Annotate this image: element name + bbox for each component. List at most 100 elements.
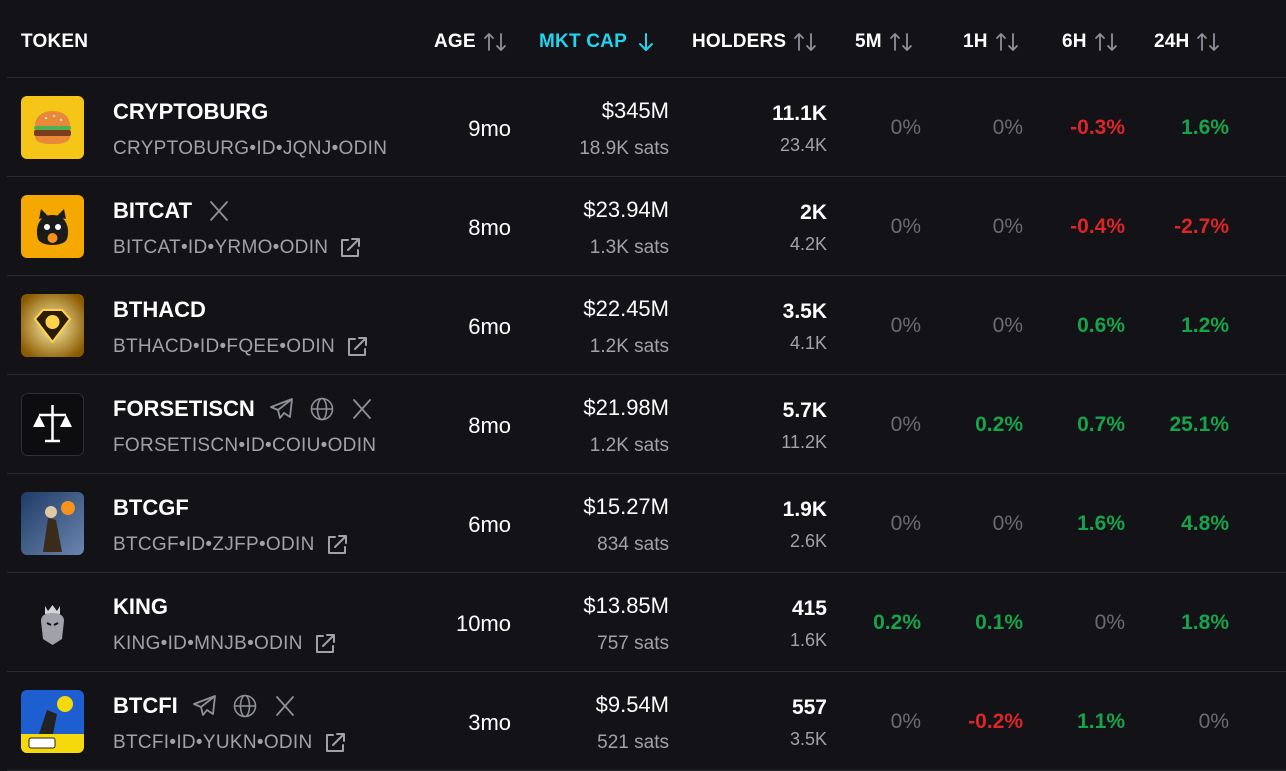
change-24h: 1.8% xyxy=(1181,611,1229,634)
external-link-icon[interactable] xyxy=(338,236,362,260)
token-name-line: CRYPTOBURG xyxy=(113,98,268,126)
sort-icon[interactable] xyxy=(994,30,1020,54)
token-name-line: FORSETISCN xyxy=(113,395,375,423)
change-6h: 1.1% xyxy=(1077,710,1125,733)
col-token-header: TOKEN xyxy=(21,30,88,54)
change-1h: 0% xyxy=(992,314,1023,337)
sort-icon[interactable] xyxy=(888,30,914,54)
table-row[interactable]: BTHACD BTHACD•ID•FQEE•ODIN 6mo $22.45M 1.2K … xyxy=(7,276,1286,375)
col-mktcap-header[interactable]: MKT CAP xyxy=(539,30,659,54)
col-6h-header[interactable]: 6H xyxy=(1062,30,1119,54)
sort-icon[interactable] xyxy=(1195,30,1221,54)
sort-desc-icon[interactable] xyxy=(633,30,659,54)
token-id-line: FORSETISCN•ID•COIU•ODIN xyxy=(113,433,376,459)
token-age: 8mo xyxy=(468,215,511,240)
change-6h: -0.4% xyxy=(1070,215,1125,238)
token-name[interactable]: BITCAT xyxy=(113,198,193,223)
market-cap-sats: 18.9K sats xyxy=(579,138,669,159)
token-name[interactable]: FORSETISCN xyxy=(113,396,255,421)
change-24h: 25.1% xyxy=(1169,413,1229,436)
table-row[interactable]: KING KING•ID•MNJB•ODIN 10mo $13.85M 757 sats… xyxy=(7,573,1286,672)
token-logo xyxy=(21,393,84,456)
holders-secondary: 4.1K xyxy=(789,333,827,353)
token-id-line: BTCFI•ID•YUKN•ODIN xyxy=(113,730,347,756)
table-row[interactable]: FORSETISCN FORSETISCN•ID•COIU•ODIN 8mo $21.… xyxy=(7,375,1286,474)
table-row[interactable]: BTCFI BTCFI•ID•YUKN•ODIN 3mo $9.54M 521 sats… xyxy=(7,672,1286,771)
change-6h: 0% xyxy=(1094,611,1125,634)
market-cap-usd: $13.85M xyxy=(583,593,669,618)
token-name[interactable]: BTCFI xyxy=(113,693,178,718)
external-link-icon[interactable] xyxy=(325,533,349,557)
token-table: TOKEN AGE MKT CAP HOLDERS 5M 1H 6H 24H C… xyxy=(7,0,1286,771)
table-row[interactable]: BTCGF BTCGF•ID•ZJFP•ODIN 6mo $15.27M 834 sat… xyxy=(7,474,1286,573)
sort-icon[interactable] xyxy=(792,30,818,54)
token-name[interactable]: KING xyxy=(113,594,168,619)
globe-icon[interactable] xyxy=(232,693,258,719)
col-24h-header[interactable]: 24H xyxy=(1154,30,1221,54)
market-cap-sats: 757 sats xyxy=(597,633,669,654)
holders-count: 1.9K xyxy=(782,498,827,521)
telegram-icon[interactable] xyxy=(192,693,218,719)
x-icon[interactable] xyxy=(349,396,375,422)
change-5m: 0% xyxy=(890,314,921,337)
token-name[interactable]: BTHACD xyxy=(113,297,206,322)
table-row[interactable]: BITCAT BITCAT•ID•YRMO•ODIN 8mo $23.94M 1.3K … xyxy=(7,177,1286,276)
token-id: BTCFI•ID•YUKN•ODIN xyxy=(113,732,313,753)
token-id-line: CRYPTOBURG•ID•JQNJ•ODIN xyxy=(113,136,387,162)
external-link-icon[interactable] xyxy=(323,731,347,755)
external-link-icon[interactable] xyxy=(313,632,337,656)
token-logo xyxy=(21,690,84,753)
holders-count: 5.7K xyxy=(782,399,827,422)
col-24h-label: 24H xyxy=(1154,31,1190,52)
x-icon[interactable] xyxy=(272,693,298,719)
change-1h: 0% xyxy=(992,215,1023,238)
col-age-header[interactable]: AGE xyxy=(434,30,508,54)
token-name-line: BTCGF xyxy=(113,494,189,522)
holders-secondary: 3.5K xyxy=(789,729,827,749)
table-header: TOKEN AGE MKT CAP HOLDERS 5M 1H 6H 24H xyxy=(7,0,1286,78)
change-24h: 4.8% xyxy=(1181,512,1229,535)
change-5m: 0% xyxy=(890,413,921,436)
token-name[interactable]: CRYPTOBURG xyxy=(113,99,269,124)
table-body: CRYPTOBURG CRYPTOBURG•ID•JQNJ•ODIN 9mo $345… xyxy=(7,78,1286,771)
holders-secondary: 4.2K xyxy=(789,234,827,254)
change-1h: 0.1% xyxy=(975,611,1023,634)
market-cap-sats: 834 sats xyxy=(597,534,669,555)
col-holders-header[interactable]: HOLDERS xyxy=(692,30,818,54)
change-5m: 0% xyxy=(890,710,921,733)
change-24h: 1.6% xyxy=(1181,116,1229,139)
change-5m: 0.2% xyxy=(873,611,921,634)
col-age-label: AGE xyxy=(434,31,476,52)
sort-icon[interactable] xyxy=(482,30,508,54)
market-cap-sats: 1.2K sats xyxy=(589,435,669,456)
col-1h-header[interactable]: 1H xyxy=(963,30,1020,54)
token-name-line: KING xyxy=(113,593,168,621)
telegram-icon[interactable] xyxy=(269,396,295,422)
token-logo xyxy=(21,96,84,159)
holders-count: 415 xyxy=(791,597,827,620)
globe-icon[interactable] xyxy=(309,396,335,422)
token-age: 6mo xyxy=(468,512,511,537)
table-row[interactable]: CRYPTOBURG CRYPTOBURG•ID•JQNJ•ODIN 9mo $345… xyxy=(7,78,1286,177)
change-6h: 0.6% xyxy=(1077,314,1125,337)
token-logo xyxy=(21,195,84,258)
token-age: 9mo xyxy=(468,116,511,141)
sort-icon[interactable] xyxy=(1093,30,1119,54)
token-id: BTHACD•ID•FQEE•ODIN xyxy=(113,336,336,357)
x-icon[interactable] xyxy=(206,198,232,224)
token-id: KING•ID•MNJB•ODIN xyxy=(113,633,303,654)
change-1h: 0% xyxy=(992,512,1023,535)
external-link-icon[interactable] xyxy=(345,335,369,359)
token-name[interactable]: BTCGF xyxy=(113,495,189,520)
market-cap-usd: $21.98M xyxy=(583,395,669,420)
token-id: BITCAT•ID•YRMO•ODIN xyxy=(113,237,329,258)
token-id: BTCGF•ID•ZJFP•ODIN xyxy=(113,534,315,555)
token-logo xyxy=(21,294,84,357)
token-id-line: BTHACD•ID•FQEE•ODIN xyxy=(113,334,369,360)
col-5m-header[interactable]: 5M xyxy=(855,30,914,54)
market-cap-usd: $345M xyxy=(601,98,669,123)
token-name-line: BITCAT xyxy=(113,197,232,225)
col-6h-label: 6H xyxy=(1062,31,1087,52)
change-1h: 0% xyxy=(992,116,1023,139)
token-logo xyxy=(21,591,84,654)
